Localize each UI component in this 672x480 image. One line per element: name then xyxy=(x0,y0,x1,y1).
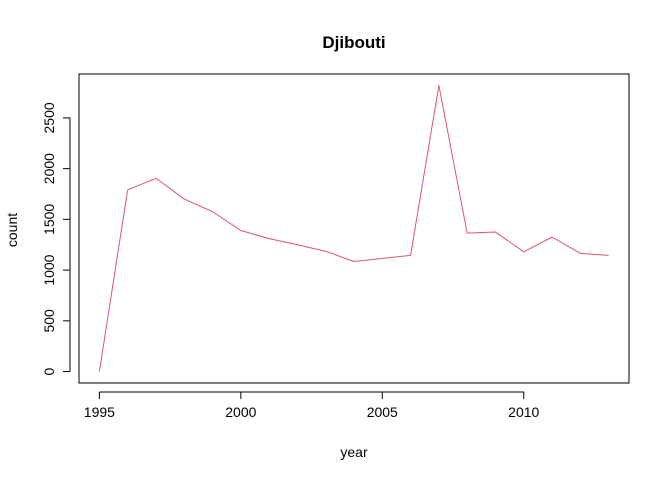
y-tick-label: 2000 xyxy=(41,153,57,184)
series-line xyxy=(98,84,609,372)
y-axis: 0 500 1000 1500 2000 2500 xyxy=(41,102,71,375)
x-axis: 1995 2000 2005 2010 xyxy=(84,391,540,420)
series-layer xyxy=(98,84,609,372)
x-tick-label: 2005 xyxy=(367,404,398,420)
x-axis-label: year xyxy=(340,444,368,460)
y-tick-label: 500 xyxy=(41,309,57,333)
y-tick-label: 1500 xyxy=(41,204,57,235)
plot-area-border xyxy=(78,73,630,384)
y-tick-label: 2500 xyxy=(41,102,57,133)
x-tick-label: 2000 xyxy=(225,404,256,420)
y-tick-label: 0 xyxy=(41,367,57,375)
x-tick-label: 2010 xyxy=(508,404,539,420)
chart-title: Djibouti xyxy=(322,33,385,52)
x-tick-label: 1995 xyxy=(84,404,115,420)
y-axis-label: count xyxy=(4,213,20,247)
y-tick-label: 1000 xyxy=(41,254,57,285)
